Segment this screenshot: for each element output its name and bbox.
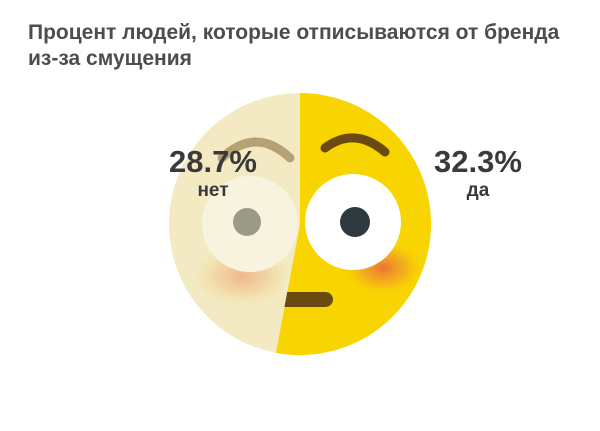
face-on-no-slice	[194, 137, 298, 306]
slice-yes-value-label: 32.3%	[434, 144, 522, 179]
left-eye-faded	[202, 176, 298, 272]
slice-no-value-label: 28.7%	[169, 144, 257, 179]
slice-no-label: нет	[197, 180, 228, 201]
left-eyebrow-faded	[217, 137, 295, 163]
left-pupil-faded	[233, 208, 261, 236]
slice-yes-label: да	[467, 180, 490, 201]
chart-title: Процент людей, которые отписываются от б…	[28, 21, 560, 70]
right-pupil	[340, 207, 370, 237]
left-blush-faded	[194, 246, 290, 306]
right-eyebrow	[320, 133, 390, 157]
